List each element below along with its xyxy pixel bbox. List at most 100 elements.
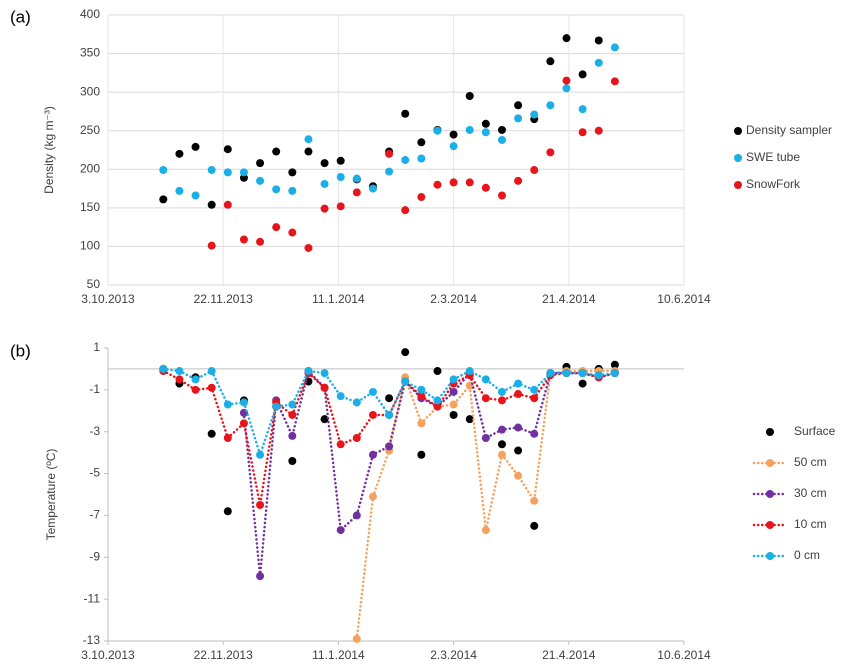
data-point [417, 385, 426, 394]
x-tick-label: 10.6.2014 [657, 292, 711, 306]
data-point [562, 84, 571, 93]
data-point [191, 375, 200, 384]
data-point [449, 142, 458, 151]
data-point [562, 34, 571, 43]
legend-marker [734, 181, 742, 189]
data-point [336, 202, 345, 211]
y-tick-label: 350 [80, 46, 100, 60]
data-point [401, 109, 410, 118]
data-point [514, 101, 523, 110]
y-axis-label: Temperature (ºC) [44, 449, 58, 541]
data-point [497, 135, 506, 144]
x-tick-label: 3.10.2013 [81, 648, 135, 662]
data-point [514, 446, 523, 455]
data-point [546, 148, 555, 157]
data-point [175, 186, 184, 195]
data-point [207, 200, 216, 209]
data-point [465, 125, 474, 134]
data-point [433, 367, 442, 376]
data-point [288, 410, 297, 419]
data-point [175, 367, 184, 376]
data-point [239, 235, 248, 244]
data-point [465, 92, 474, 100]
data-point [288, 400, 297, 409]
data-point [578, 128, 587, 137]
data-point [239, 419, 248, 428]
data-point [610, 77, 619, 86]
legend-label: 30 cm [794, 486, 827, 500]
data-point [497, 450, 506, 459]
data-point [433, 402, 442, 411]
legend-marker [734, 154, 742, 162]
y-tick-label: 400 [80, 7, 100, 21]
y-tick-label: -9 [89, 549, 100, 563]
data-point [256, 237, 265, 246]
data-point [481, 119, 490, 128]
legend-marker [766, 552, 774, 560]
data-point [449, 410, 458, 419]
data-point [239, 398, 248, 407]
data-point [401, 377, 410, 386]
data-point [594, 371, 603, 380]
data-point [433, 180, 442, 189]
data-point [530, 394, 539, 403]
y-tick-label: 150 [80, 200, 100, 214]
data-point [288, 228, 297, 237]
data-point [256, 159, 265, 168]
data-point [336, 526, 345, 535]
data-point [175, 375, 184, 384]
data-point [401, 156, 410, 165]
data-point [481, 128, 490, 137]
data-point [272, 147, 281, 156]
data-point [594, 58, 603, 67]
data-point [497, 191, 506, 200]
data-point [562, 76, 571, 85]
data-point [385, 394, 394, 403]
data-point [497, 396, 506, 405]
data-point [417, 419, 426, 428]
data-point [594, 126, 603, 135]
data-point [465, 415, 474, 424]
data-point [336, 173, 345, 181]
data-point [320, 369, 329, 378]
data-point [256, 500, 265, 509]
data-point [352, 398, 361, 407]
data-point [320, 415, 329, 424]
x-tick-label: 10.6.2014 [657, 648, 711, 662]
data-point [256, 176, 265, 185]
data-point [191, 142, 200, 151]
x-tick-label: 3.10.2013 [81, 292, 135, 306]
data-point [352, 174, 361, 183]
x-tick-label: 11.1.2014 [312, 292, 365, 306]
data-point [481, 375, 490, 384]
data-point [272, 185, 281, 194]
data-point [175, 149, 184, 158]
data-point [159, 364, 168, 373]
data-point [530, 429, 539, 438]
data-point [433, 396, 442, 405]
legend-label: SnowFork [746, 177, 801, 191]
data-point [159, 195, 168, 204]
data-point [304, 135, 313, 144]
data-point [191, 385, 200, 394]
legend-label: SWE tube [746, 150, 800, 164]
data-point [223, 200, 232, 209]
data-point [610, 360, 619, 369]
data-point [288, 457, 297, 466]
data-point [320, 179, 329, 188]
y-tick-label: -1 [89, 382, 100, 396]
y-tick-label: 250 [80, 123, 100, 137]
legend-marker [734, 127, 742, 135]
data-point [385, 410, 394, 419]
data-point [401, 348, 410, 357]
data-point [417, 450, 426, 459]
data-point [368, 387, 377, 396]
data-point [546, 57, 555, 66]
data-point [256, 572, 265, 581]
data-point [562, 369, 571, 378]
data-point [546, 101, 555, 110]
data-point [514, 176, 523, 185]
legend-marker [766, 428, 774, 436]
data-point [514, 379, 523, 388]
data-point [530, 385, 539, 394]
